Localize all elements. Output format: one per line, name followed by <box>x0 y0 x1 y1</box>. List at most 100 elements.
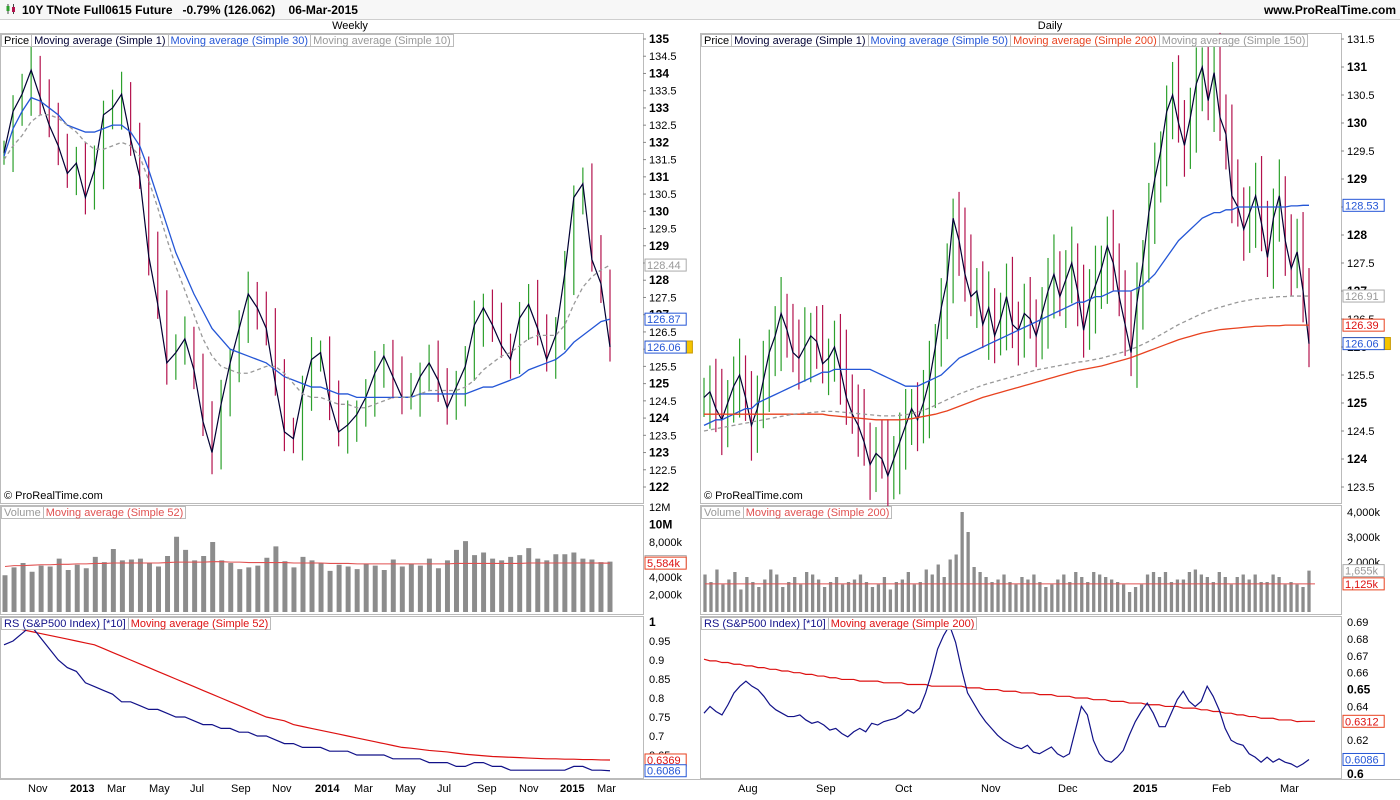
legend-ma200[interactable]: Moving average (Simple 200) <box>1010 34 1160 47</box>
daily-rs-tick: 0.6 <box>1347 767 1364 781</box>
daily-volume-tick: 4,000k <box>1347 507 1381 519</box>
weekly-volume-ma <box>4 561 611 568</box>
weekly-price-tick: 124.5 <box>649 396 677 408</box>
daily-volume-bar <box>1092 572 1096 612</box>
weekly-volume-bar <box>381 570 387 612</box>
daily-value-marker <box>1342 714 1385 728</box>
weekly-volume-bar <box>318 563 324 612</box>
legend-volume[interactable]: Volume <box>701 506 744 519</box>
legend-rs-ma52[interactable]: Moving average (Simple 52) <box>127 617 272 630</box>
weekly-rs-tick: 0.75 <box>649 712 670 724</box>
weekly-price-tick: 133 <box>649 101 669 115</box>
weekly-volume-bar <box>354 569 360 612</box>
weekly-volume-bar <box>282 561 288 612</box>
weekly-volume-bar <box>553 554 559 612</box>
daily-value-marker-label: 0.6086 <box>1345 754 1379 766</box>
weekly-volume-bar <box>454 549 459 612</box>
legend-price[interactable]: Price <box>701 34 733 47</box>
daily-volume-bar <box>996 579 1000 612</box>
weekly-volume-bar <box>426 558 432 612</box>
legend-rs[interactable]: RS (S&P500 Index) [*10] <box>1 617 129 630</box>
weekly-time-label: May <box>149 783 170 795</box>
legend-ma1[interactable]: Moving average (Simple 1) <box>731 34 869 47</box>
daily-volume-bar <box>960 512 964 612</box>
daily-value-marker-label: 126.06 <box>1345 339 1379 351</box>
legend-volume-ma200[interactable]: Moving average (Simple 200) <box>742 506 893 519</box>
site-url[interactable]: www.ProRealTime.com <box>1263 3 1396 17</box>
weekly-volume-bar <box>119 560 125 612</box>
daily-volume-bar <box>1187 572 1192 612</box>
daily-volume-bar <box>852 579 857 612</box>
daily-volume-bar <box>834 577 839 612</box>
weekly-volume-bar <box>562 554 568 612</box>
weekly-price-tick: 124 <box>649 411 669 425</box>
daily-volume-bar <box>805 572 809 612</box>
daily-volume-bar <box>1223 577 1227 612</box>
daily-volume-bar <box>1115 582 1120 612</box>
daily-price-tick: 131.5 <box>1347 34 1375 46</box>
daily-volume-bar <box>1205 577 1209 612</box>
legend-rs-ma200[interactable]: Moving average (Simple 200) <box>827 617 978 630</box>
weekly-value-marker-label: 126.87 <box>647 314 681 326</box>
daily-volume-bar <box>870 587 875 612</box>
panel-frame-wRS <box>0 616 644 779</box>
daily-volume-bar <box>882 577 887 612</box>
weekly-volume-tick: 12M <box>649 502 670 514</box>
weekly-copyright: © ProRealTime.com <box>4 490 103 502</box>
daily-volume-bar <box>1074 572 1078 612</box>
weekly-price-tick: 135 <box>649 32 669 46</box>
weekly-time-label: Jul <box>190 783 205 795</box>
daily-time-label: Mar <box>1280 783 1299 795</box>
daily-volume-bar <box>1235 577 1239 612</box>
legend-price[interactable]: Price <box>1 34 33 47</box>
legend-ma10[interactable]: Moving average (Simple 10) <box>310 34 454 47</box>
legend-volume-ma52[interactable]: Moving average (Simple 52) <box>42 506 187 519</box>
daily-price-tick: 130 <box>1347 116 1367 130</box>
daily-volume-bar <box>840 584 845 612</box>
weekly-price-tick: 131.5 <box>649 155 677 167</box>
daily-value-marker <box>1342 318 1385 332</box>
weekly-volume-bar <box>174 536 180 612</box>
daily-price-line <box>703 64 1310 478</box>
daily-value-marker <box>1342 564 1385 578</box>
daily-volume-bar <box>900 579 904 612</box>
daily-price-legend: Price Moving average (Simple 1) Moving a… <box>701 34 1309 47</box>
weekly-price-tick: 125 <box>649 377 669 391</box>
daily-panel-title: Daily <box>1037 20 1063 32</box>
legend-ma150[interactable]: Moving average (Simple 150) <box>1158 34 1309 47</box>
daily-price-tick: 131 <box>1347 60 1367 74</box>
daily-volume-tick: 3,000k <box>1347 532 1381 544</box>
daily-volume-bar <box>918 582 922 612</box>
weekly-volume-tick: 8,000k <box>649 537 683 549</box>
daily-rs-tick: 0.66 <box>1347 668 1368 680</box>
weekly-volume-bar <box>408 563 414 612</box>
legend-ma50[interactable]: Moving average (Simple 50) <box>867 34 1012 47</box>
panel-frame-wPrice <box>0 33 644 504</box>
legend-volume[interactable]: Volume <box>1 506 44 519</box>
weekly-volume-bar <box>29 571 35 612</box>
weekly-price-line <box>3 68 611 453</box>
weekly-time-label: Nov <box>272 783 292 795</box>
legend-ma30[interactable]: Moving average (Simple 30) <box>167 34 312 47</box>
weekly-volume-bar <box>517 555 523 612</box>
daily-volume-bar <box>876 584 881 612</box>
panel-frame-dVol <box>700 505 1342 615</box>
daily-volume-bar <box>948 559 952 612</box>
daily-volume-bar <box>1014 584 1018 612</box>
weekly-ma-line <box>3 96 611 399</box>
daily-volume-bar <box>799 584 803 612</box>
daily-time-label: Feb <box>1212 783 1231 795</box>
daily-price-tick: 130.5 <box>1347 90 1375 102</box>
weekly-volume-tick: 2,000k <box>649 590 683 602</box>
daily-volume-bar <box>894 582 899 612</box>
panel-frame-dPrice <box>700 33 1342 504</box>
weekly-volume-bar <box>219 560 225 612</box>
daily-value-marker <box>1342 198 1385 212</box>
legend-rs[interactable]: RS (S&P500 Index) [*10] <box>701 617 829 630</box>
daily-volume-bar <box>1056 579 1060 612</box>
daily-ma-line <box>703 295 1309 432</box>
daily-volume-bar <box>1002 574 1006 612</box>
legend-ma1[interactable]: Moving average (Simple 1) <box>31 34 169 47</box>
daily-volume-bar <box>1008 582 1012 612</box>
